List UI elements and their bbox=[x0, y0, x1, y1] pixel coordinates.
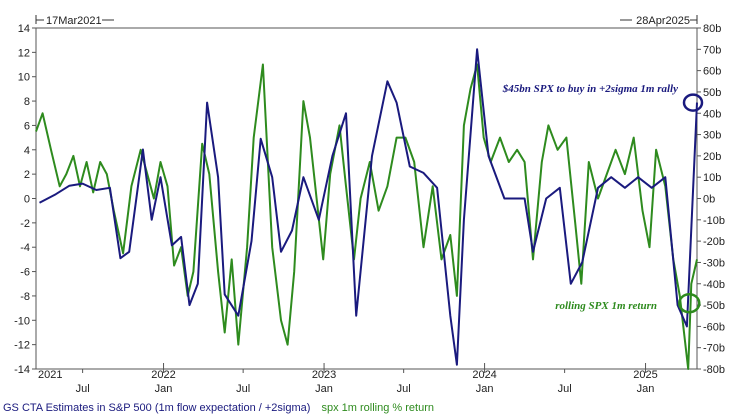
y-right-tick-label: 60b bbox=[703, 66, 721, 78]
legend-blue: GS CTA Estimates in S&P 500 (1m flow exp… bbox=[3, 402, 311, 414]
legend-green: spx 1m rolling % return bbox=[321, 402, 434, 414]
legend: GS CTA Estimates in S&P 500 (1m flow exp… bbox=[3, 402, 442, 414]
y-right-tick-label: -50b bbox=[703, 300, 725, 312]
x-minor-tick-label: Jan bbox=[476, 383, 494, 395]
x-major-tick-label: 2021 bbox=[38, 369, 62, 381]
y-right-tick-label: 80b bbox=[703, 23, 721, 35]
y-right-tick-label: 20b bbox=[703, 151, 721, 163]
y-right-tick-label: -70b bbox=[703, 343, 725, 355]
y-right-tick-label: -20b bbox=[703, 236, 725, 248]
x-major-tick-label: 2022 bbox=[151, 369, 175, 381]
y-left-tick-label: -6 bbox=[20, 267, 30, 279]
x-minor-tick-label: Jan bbox=[155, 383, 173, 395]
y-left-tick-label: 8 bbox=[24, 96, 30, 108]
x-major-tick-label: 2024 bbox=[472, 369, 496, 381]
y-left-tick-label: 6 bbox=[24, 120, 30, 132]
x-minor-tick-label: Jan bbox=[315, 383, 333, 395]
y-left-tick-label: 2 bbox=[24, 169, 30, 181]
y-left-tick-label: -12 bbox=[14, 340, 30, 352]
y-left-tick-label: 14 bbox=[18, 23, 30, 35]
annotation-green: rolling SPX 1m return bbox=[555, 300, 657, 312]
y-right-tick-label: 30b bbox=[703, 130, 721, 142]
y-left-tick-label: -2 bbox=[20, 218, 30, 230]
y-left-tick-label: -10 bbox=[14, 315, 30, 327]
header-left-date: 17Mar2021 bbox=[46, 15, 102, 27]
series-cta-line bbox=[39, 48, 698, 366]
y-right-tick-label: -10b bbox=[703, 215, 725, 227]
y-left-tick-label: 12 bbox=[18, 47, 30, 59]
x-minor-tick-label: Jul bbox=[76, 383, 90, 395]
y-right-tick-label: 40b bbox=[703, 108, 721, 120]
y-right-tick-label: 50b bbox=[703, 87, 721, 99]
annotation-circle-green bbox=[678, 292, 701, 314]
header-right-date: 28Apr2025 bbox=[636, 15, 690, 27]
y-left-tick-label: 0 bbox=[24, 194, 30, 206]
y-left-tick-label: 10 bbox=[18, 72, 30, 84]
chart: 17Mar2021 28Apr2025 14 12 10 8 6 4 2 0 -2 -4 -6 -8 -… bbox=[14, 15, 725, 395]
y-right-tick-label: 10b bbox=[703, 172, 721, 184]
y-left-tick-label: -14 bbox=[14, 364, 30, 376]
annotation-circle-blue bbox=[682, 93, 704, 112]
y-right-tick-label: -40b bbox=[703, 279, 725, 291]
y-left-tick-label: -4 bbox=[20, 242, 30, 254]
x-major-tick-label: 2023 bbox=[312, 369, 336, 381]
x-minor-tick-label: Jul bbox=[397, 383, 411, 395]
y-left-tick-label: -8 bbox=[20, 291, 30, 303]
annotation-blue: $45bn SPX to buy in +2sigma 1m rally bbox=[502, 83, 678, 95]
x-minor-tick-label: Jul bbox=[236, 383, 250, 395]
y-right-tick-label: -30b bbox=[703, 257, 725, 269]
x-major-tick-label: 2025 bbox=[633, 369, 657, 381]
y-right-tick-label: 70b bbox=[703, 44, 721, 56]
y-right-tick-label: 0b bbox=[703, 194, 715, 206]
x-minor-tick-label: Jan bbox=[637, 383, 655, 395]
y-right-tick-label: -60b bbox=[703, 321, 725, 333]
x-minor-tick-label: Jul bbox=[558, 383, 572, 395]
y-left-tick-label: 4 bbox=[24, 145, 30, 157]
y-right-tick-label: -80b bbox=[703, 364, 725, 376]
